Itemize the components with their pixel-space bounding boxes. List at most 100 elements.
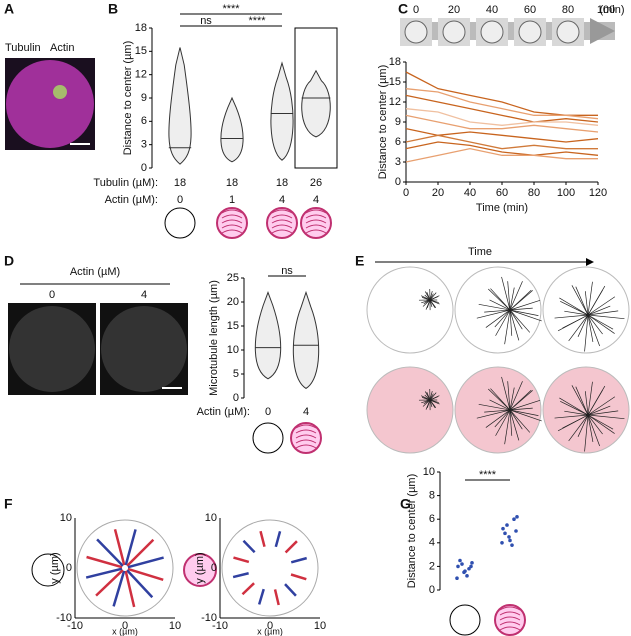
- row-label: Actin (µM):: [197, 406, 250, 418]
- microtubule: [490, 288, 511, 311]
- microtubule: [424, 294, 431, 301]
- actin-fiber: [305, 214, 327, 219]
- droplet: [221, 519, 319, 617]
- row-value: 4: [313, 194, 319, 206]
- microtubule: [584, 314, 589, 352]
- microtubule: [587, 314, 594, 343]
- microtubules: [418, 276, 625, 452]
- microtubule: [504, 409, 511, 445]
- microtubule: [504, 309, 511, 345]
- microtubule: [494, 409, 511, 428]
- droplet: [6, 60, 94, 148]
- y-tick-label: 10: [227, 344, 239, 356]
- microtubule: [559, 397, 589, 416]
- microtubule: [587, 310, 619, 316]
- violin: [254, 290, 282, 380]
- microtubule: [425, 399, 431, 410]
- trajectories: [85, 528, 308, 608]
- x-tick-label: 10: [169, 620, 181, 632]
- point: [458, 558, 462, 563]
- microtubule: [509, 409, 531, 433]
- microtubule: [587, 414, 594, 443]
- trajectory: [284, 540, 298, 554]
- condition-icon: [449, 604, 481, 636]
- arrow-head: [586, 258, 594, 266]
- microtubule: [494, 309, 511, 328]
- violin: [270, 61, 294, 161]
- condition-icon: [31, 553, 65, 587]
- frame-time: 0: [413, 4, 419, 16]
- microtubule: [587, 381, 593, 416]
- row-value: 18: [226, 177, 238, 189]
- microtubule: [577, 414, 589, 437]
- microtubule: [424, 394, 431, 401]
- actin-fiber: [271, 229, 293, 234]
- microtubule: [509, 287, 515, 311]
- y-tick-label: 0: [233, 392, 239, 404]
- y-tick-label: 0: [141, 162, 147, 174]
- microtubule: [587, 414, 600, 447]
- x-tick-label: 10: [314, 620, 326, 632]
- line: [405, 128, 599, 143]
- line: [405, 114, 599, 133]
- microtubule: [489, 299, 511, 311]
- microtubule: [587, 414, 625, 420]
- microtubule: [509, 387, 515, 411]
- microtubule: [478, 303, 511, 311]
- y-tick-label: 12: [135, 69, 147, 81]
- y-tick-label: 2: [429, 560, 435, 572]
- microtubule: [509, 399, 541, 411]
- condition-icon: [183, 553, 217, 587]
- microtubule: [509, 289, 532, 311]
- microtubule: [509, 309, 531, 333]
- x-tick-label: 100: [557, 187, 575, 199]
- condition-icon: [216, 207, 248, 239]
- trajectory: [284, 583, 297, 597]
- x-tick-label: 80: [528, 187, 540, 199]
- microtubule: [421, 399, 431, 404]
- microtubule: [587, 414, 615, 434]
- microtubule: [560, 301, 589, 316]
- row-value: 26: [310, 177, 322, 189]
- trajectory: [86, 555, 123, 569]
- point: [505, 523, 509, 527]
- line: [405, 148, 598, 163]
- point: [500, 541, 504, 545]
- microtubule: [568, 314, 589, 342]
- row-value: 1: [229, 194, 235, 206]
- y-tick-label: 25: [227, 272, 239, 284]
- microtubule: [425, 299, 431, 310]
- microtubule: [421, 299, 431, 304]
- y-tick-label: 6: [429, 513, 435, 525]
- row-value: 0: [265, 406, 271, 418]
- y-tick-label: 0: [66, 562, 72, 574]
- x-tick-label: 20: [432, 187, 444, 199]
- actin-fiber: [499, 606, 521, 611]
- actin-fiber: [295, 429, 317, 434]
- microtubule: [587, 285, 606, 316]
- microtubule: [509, 409, 513, 436]
- row-value: 4: [303, 406, 309, 418]
- microtubule: [429, 292, 437, 301]
- microtubule: [509, 309, 520, 341]
- actin-fiber: [305, 224, 327, 229]
- row-value: 18: [174, 177, 186, 189]
- microtubule: [587, 314, 625, 320]
- frame-time: 80: [562, 4, 574, 16]
- y-tick-label: 15: [227, 320, 239, 332]
- axis-title: Distance to center (µm): [122, 41, 134, 156]
- microtubule: [429, 396, 438, 401]
- x-tick-label: 0: [403, 187, 409, 199]
- axis-title: Time: [468, 246, 492, 258]
- microtubule: [501, 376, 511, 411]
- trajectory: [257, 588, 265, 605]
- actin-fiber: [305, 229, 327, 234]
- point: [456, 564, 460, 569]
- microtubule: [420, 295, 431, 301]
- trajectory: [290, 556, 308, 564]
- trajectory: [242, 539, 256, 554]
- microtubule: [587, 314, 600, 347]
- y-tick-label: -10: [201, 612, 217, 624]
- microtubule: [509, 409, 523, 430]
- y-tick-label: 0: [395, 176, 401, 188]
